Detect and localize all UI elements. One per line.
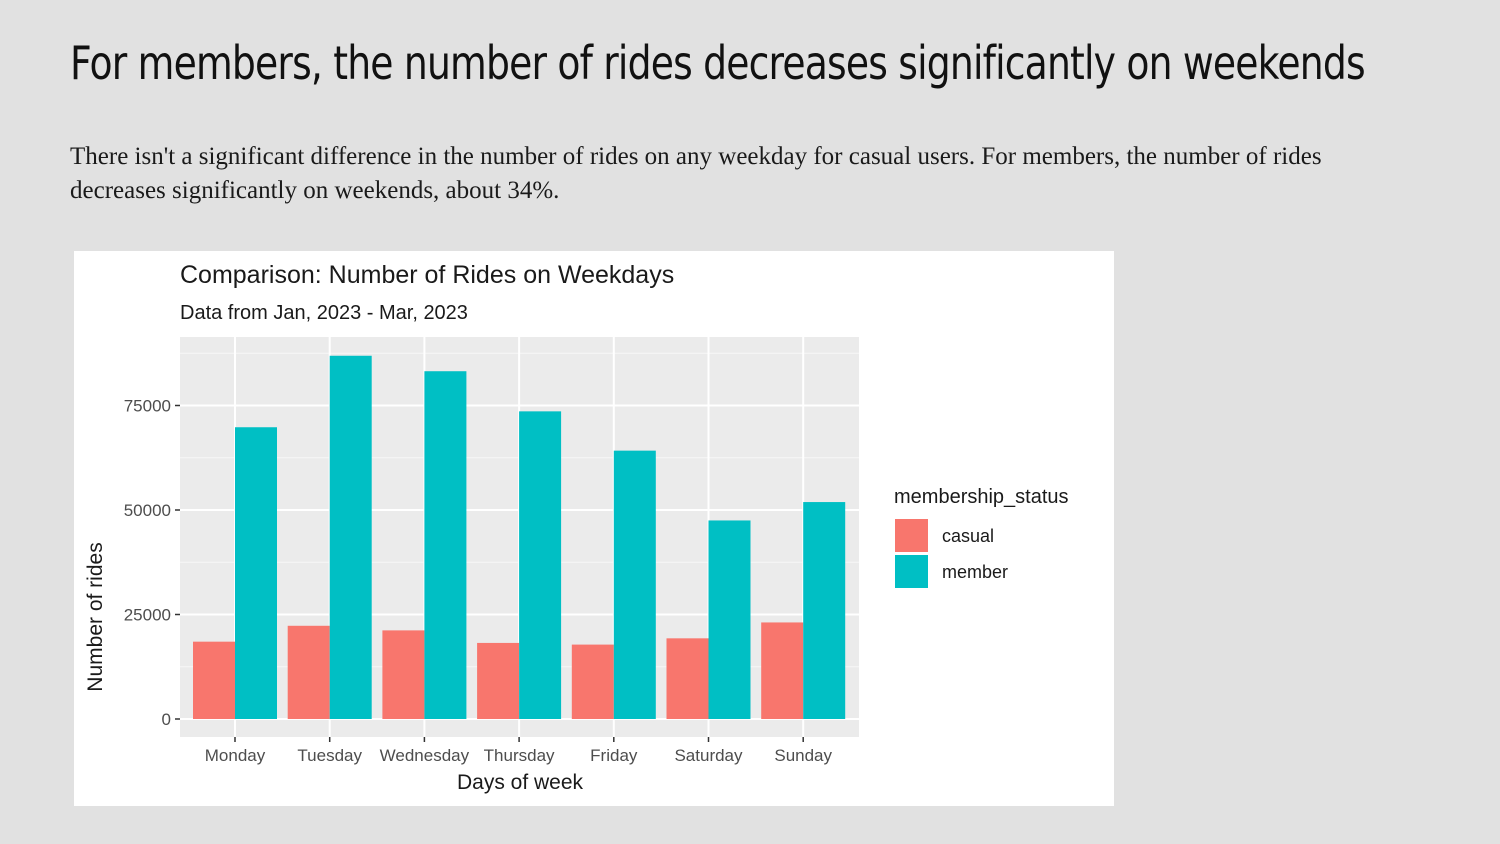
- legend-title: membership_status: [894, 486, 1069, 508]
- legend-swatch-member: [895, 555, 928, 588]
- chart-subtitle: Data from Jan, 2023 - Mar, 2023: [180, 302, 468, 324]
- x-tick-label: Monday: [205, 746, 266, 765]
- y-tick-label: 75000: [124, 397, 171, 416]
- x-axis-label: Days of week: [457, 771, 584, 794]
- x-tick-label: Saturday: [674, 746, 743, 765]
- legend-swatch-casual: [895, 519, 928, 552]
- slide-body-text: There isn't a significant difference in …: [70, 143, 1322, 204]
- x-tick-label: Thursday: [484, 746, 555, 765]
- y-tick-label: 25000: [124, 606, 171, 625]
- legend: casual member: [895, 519, 1008, 588]
- legend-label-member: member: [942, 562, 1008, 582]
- bar-casual-wednesday: [382, 630, 425, 719]
- bar-member-saturday: [708, 520, 751, 719]
- y-tick-label: 0: [162, 710, 171, 729]
- bar-member-tuesday: [329, 355, 372, 719]
- bar-member-monday: [235, 427, 277, 719]
- y-axis-label: Number of rides: [84, 542, 107, 691]
- x-tick-label: Friday: [590, 746, 638, 765]
- chart-image: Comparison: Number of Rides on Weekdays …: [74, 251, 1114, 806]
- bar-member-wednesday: [424, 371, 467, 719]
- legend-label-casual: casual: [942, 526, 994, 546]
- bar-member-friday: [613, 450, 656, 719]
- bar-casual-tuesday: [287, 625, 330, 719]
- bar-casual-friday: [571, 644, 614, 719]
- x-tick-label: Wednesday: [380, 746, 470, 765]
- bar-casual-monday: [193, 641, 235, 719]
- slide-title: For members, the number of rides decreas…: [70, 36, 1366, 90]
- bar-member-sunday: [803, 502, 846, 719]
- bar-chart: Comparison: Number of Rides on Weekdays …: [84, 261, 1069, 794]
- bar-casual-thursday: [477, 642, 520, 719]
- x-tick-label: Sunday: [774, 746, 832, 765]
- bar-casual-saturday: [666, 638, 709, 719]
- x-tick-label: Tuesday: [297, 746, 362, 765]
- bar-casual-sunday: [761, 622, 804, 719]
- plot-area: 0 25000 50000 75000 Monday Tuesday Wednesday Th…: [124, 337, 859, 765]
- y-tick-label: 50000: [124, 501, 171, 520]
- chart-title: Comparison: Number of Rides on Weekdays: [180, 261, 674, 289]
- bar-member-thursday: [519, 411, 562, 719]
